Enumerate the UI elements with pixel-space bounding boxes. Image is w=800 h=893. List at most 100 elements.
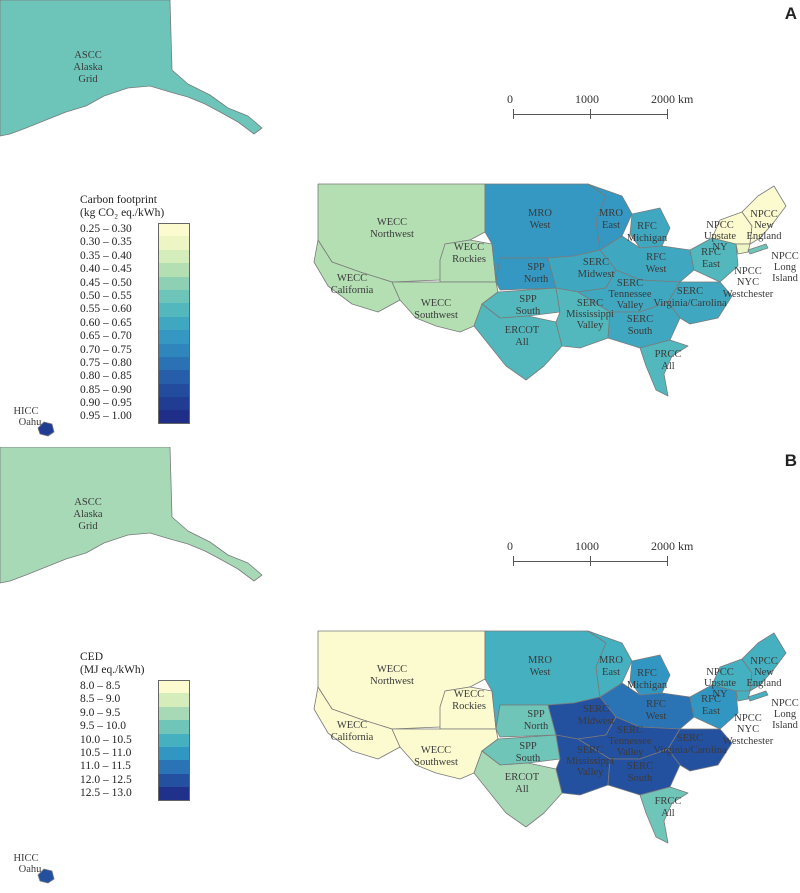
legend-item: 0.85 – 0.90 bbox=[80, 383, 190, 398]
svg-text:RFC: RFC bbox=[701, 694, 721, 705]
wecc-california-label: WECC California bbox=[331, 273, 374, 296]
svg-text:All: All bbox=[661, 808, 675, 819]
legend-item-label: 9.5 – 10.0 bbox=[80, 720, 126, 733]
svg-text:Valley: Valley bbox=[577, 320, 605, 331]
svg-text:Mississippi: Mississippi bbox=[566, 309, 614, 320]
legend-item: 11.0 – 11.5 bbox=[80, 760, 190, 774]
region-serc-virginia-carolina[interactable] bbox=[667, 281, 733, 325]
svg-text:East: East bbox=[602, 220, 620, 231]
region-npcc-nyc[interactable] bbox=[735, 690, 751, 702]
legend-swatch bbox=[158, 693, 190, 707]
region-frcc-all[interactable] bbox=[639, 786, 689, 844]
wecc-rockies-label: WECC Rockies bbox=[452, 242, 486, 265]
svg-text:Valley: Valley bbox=[617, 747, 645, 758]
region-wecc-california[interactable] bbox=[313, 686, 401, 760]
legend-item: 12.0 – 12.5 bbox=[80, 773, 190, 788]
npcc-nyc-westchester-label: NPCC NYC Westchester bbox=[723, 266, 774, 300]
wecc-rockies-label: WECC Rockies bbox=[452, 689, 486, 712]
legend-swatch bbox=[158, 733, 190, 747]
svg-text:ERCOT: ERCOT bbox=[505, 325, 540, 336]
region-npcc-nyc[interactable] bbox=[735, 243, 751, 255]
serc-south-label: SERC South bbox=[627, 314, 653, 337]
svg-text:ERCOT: ERCOT bbox=[505, 772, 540, 783]
region-ascc-alaska[interactable] bbox=[0, 0, 263, 137]
region-hicc-oahu[interactable] bbox=[37, 868, 55, 884]
legend-item: 0.55 – 0.60 bbox=[80, 303, 190, 317]
scale-label-2000: 2000 km bbox=[651, 92, 694, 106]
svg-text:Upstate: Upstate bbox=[704, 231, 736, 242]
mro-east-label: MRO East bbox=[599, 655, 623, 678]
svg-text:South: South bbox=[516, 753, 541, 764]
legend-item-label: 0.55 – 0.60 bbox=[80, 303, 132, 316]
scale-label-0: 0 bbox=[507, 92, 513, 106]
svg-text:New: New bbox=[754, 667, 774, 678]
svg-text:Westchester: Westchester bbox=[723, 289, 774, 300]
svg-text:MRO: MRO bbox=[528, 208, 552, 219]
region-serc-south[interactable] bbox=[607, 301, 681, 349]
region-serc-south[interactable] bbox=[607, 748, 681, 796]
svg-text:Rockies: Rockies bbox=[452, 701, 486, 712]
svg-text:England: England bbox=[747, 231, 783, 242]
serc-tennessee-valley-label: SERC Tennessee Valley bbox=[609, 278, 652, 311]
svg-text:SERC: SERC bbox=[627, 761, 653, 772]
ercot-all-label: ERCOT All bbox=[505, 772, 540, 795]
region-npcc-long-island[interactable] bbox=[747, 690, 769, 702]
scale-label-0: 0 bbox=[507, 539, 513, 553]
svg-text:Midwest: Midwest bbox=[578, 269, 615, 280]
region-ascc-alaska[interactable] bbox=[0, 447, 263, 584]
region-hicc-oahu[interactable] bbox=[37, 421, 55, 437]
svg-text:South: South bbox=[628, 326, 653, 337]
legend-item-label: 0.45 – 0.50 bbox=[80, 276, 132, 289]
region-npcc-new-england[interactable] bbox=[741, 185, 787, 245]
legend-item-label: 10.0 – 10.5 bbox=[80, 733, 132, 746]
legend-item: 10.5 – 11.0 bbox=[80, 746, 190, 761]
svg-text:Tennessee: Tennessee bbox=[609, 289, 652, 300]
region-serc-virginia-carolina[interactable] bbox=[667, 728, 733, 772]
svg-text:All: All bbox=[515, 337, 529, 348]
frcc-all-label: FRCC All bbox=[655, 796, 682, 819]
npcc-upstate-label: NPCC Upstate NY bbox=[704, 220, 736, 253]
region-npcc-new-england[interactable] bbox=[741, 632, 787, 692]
region-serc-mississippi-valley[interactable] bbox=[555, 734, 611, 796]
svg-text:NY: NY bbox=[712, 242, 728, 253]
scale-label-1000: 1000 bbox=[575, 92, 599, 106]
scale-tick bbox=[513, 109, 514, 119]
svg-text:NYC: NYC bbox=[737, 277, 759, 288]
rfc-michigan-label: RFC Michigan bbox=[627, 221, 668, 244]
legend-item-label: 0.40 – 0.45 bbox=[80, 263, 132, 276]
region-spp-north[interactable] bbox=[495, 257, 557, 291]
scale-bar: 0 1000 2000 km bbox=[505, 92, 695, 124]
mro-west-label: MRO West bbox=[528, 208, 552, 231]
svg-text:WECC: WECC bbox=[337, 273, 367, 284]
panel-letter: B bbox=[784, 451, 797, 470]
region-wecc-southwest[interactable] bbox=[391, 728, 499, 780]
legend-swatch bbox=[158, 680, 190, 694]
serc-virginia-carolina-label: SERC Virginia/Carolina bbox=[653, 733, 727, 756]
legend-item: 0.90 – 0.95 bbox=[80, 397, 190, 411]
svg-text:Tennessee: Tennessee bbox=[609, 736, 652, 747]
svg-text:RFC: RFC bbox=[637, 221, 657, 232]
svg-text:Valley: Valley bbox=[617, 300, 645, 311]
ced-legend: CED (MJ eq./kWh) 8.0 – 8.5 8.5 – 9.0 9.0 –… bbox=[80, 651, 190, 801]
region-serc-mississippi-valley[interactable] bbox=[555, 287, 611, 349]
svg-text:WECC: WECC bbox=[421, 745, 451, 756]
svg-text:Michigan: Michigan bbox=[627, 680, 668, 691]
region-spp-north[interactable] bbox=[495, 704, 557, 738]
legend-swatch bbox=[158, 706, 190, 721]
svg-text:Long: Long bbox=[774, 262, 797, 273]
svg-text:East: East bbox=[602, 667, 620, 678]
svg-text:England: England bbox=[747, 678, 783, 689]
legend-item-label: 9.0 – 9.5 bbox=[80, 706, 121, 719]
region-wecc-southwest[interactable] bbox=[391, 281, 499, 333]
svg-text:Midwest: Midwest bbox=[578, 716, 615, 727]
region-npcc-long-island[interactable] bbox=[747, 243, 769, 255]
region-wecc-california[interactable] bbox=[313, 239, 401, 313]
legend-item-label: 0.30 – 0.35 bbox=[80, 236, 132, 249]
legend-rows: 8.0 – 8.5 8.5 – 9.0 9.0 – 9.5 9.5 – 10.0 10.… bbox=[80, 680, 190, 801]
npcc-long-island-label: NPCC Long Island bbox=[771, 698, 798, 731]
wecc-northwest-label: WECC Northwest bbox=[370, 217, 414, 240]
region-frcc-all[interactable] bbox=[639, 339, 689, 397]
rfc-west-label: RFC West bbox=[646, 252, 667, 275]
legend-swatch bbox=[158, 773, 190, 788]
svg-text:NY: NY bbox=[712, 689, 728, 700]
